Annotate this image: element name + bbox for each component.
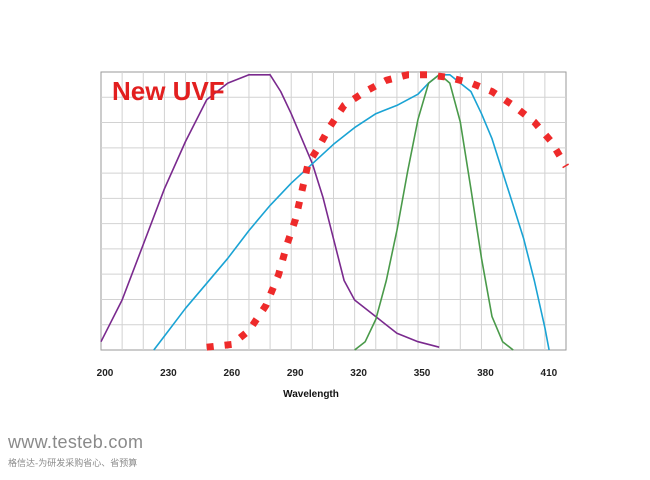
watermark-tagline: 格信达-为研发采购省心、省预算 — [8, 459, 138, 469]
chart-title: New UVF — [112, 76, 225, 106]
series-line-4 — [206, 71, 570, 351]
x-tick-label: 380 — [477, 368, 494, 379]
x-tick-label: 290 — [287, 368, 304, 379]
x-tick-label: 200 — [97, 368, 114, 379]
watermark-site: www.testeb.com — [8, 432, 144, 452]
x-tick-label: 320 — [350, 368, 367, 379]
x-tick-labels: 200 230 260 290 320 350 380 410 — [97, 368, 558, 379]
series-layer — [100, 71, 570, 351]
x-tick-label: 230 — [160, 368, 177, 379]
chart: 200 230 260 290 320 350 380 410 New UVF Wavelen… — [97, 71, 570, 400]
x-axis-title: Wavelength — [283, 389, 339, 400]
series-line-1 — [100, 74, 440, 348]
x-tick-label: 260 — [223, 368, 240, 379]
x-tick-label: 350 — [414, 368, 431, 379]
grid — [101, 72, 566, 350]
series-line-2 — [153, 74, 550, 351]
x-tick-label: 410 — [541, 368, 558, 379]
